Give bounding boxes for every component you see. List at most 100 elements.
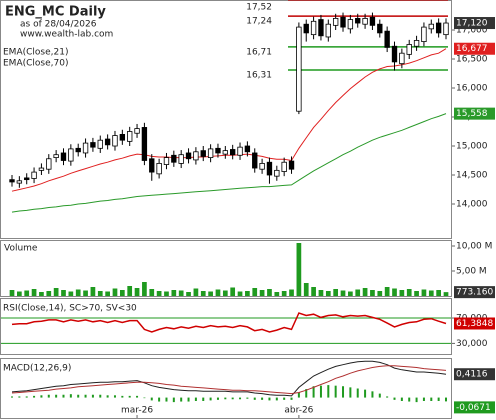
bar: [24, 290, 30, 296]
panel-title: MACD(12,26,9): [3, 364, 71, 374]
value-label: -0,0671: [456, 403, 491, 413]
histogram-bar: [33, 395, 36, 398]
candle-body: [266, 161, 273, 176]
candle-body: [332, 17, 339, 26]
candle-body: [244, 145, 251, 153]
bar: [281, 291, 287, 296]
price-panel: [9, 0, 449, 213]
candle-body: [281, 161, 287, 172]
price-frame: [0, 0, 452, 239]
y-tick-label: 10,00 M: [456, 242, 492, 252]
bar: [112, 288, 118, 296]
bar: [289, 289, 294, 296]
level-label: 17,24: [246, 17, 272, 27]
bar: [200, 291, 206, 296]
histogram-bar: [371, 391, 374, 398]
bar: [17, 291, 22, 296]
value-label: 0,4116: [456, 370, 488, 380]
candle-body: [237, 146, 243, 156]
candle-body: [38, 167, 45, 171]
bar: [156, 291, 162, 296]
histogram-bar: [25, 396, 28, 398]
histogram-bar: [202, 397, 205, 401]
histogram-bar: [231, 397, 234, 400]
histogram-bar: [261, 397, 264, 400]
histogram-bar: [150, 397, 153, 401]
candle-body: [171, 154, 177, 163]
value-label: 773.160: [456, 288, 493, 298]
histogram-bar: [334, 385, 337, 398]
histogram-bar: [172, 397, 175, 403]
bar: [75, 289, 81, 296]
histogram-bar: [11, 396, 13, 398]
panel-title: Volume: [4, 244, 38, 254]
bar: [333, 289, 339, 296]
bar: [222, 290, 228, 296]
candle-body: [310, 20, 317, 36]
candle-body: [222, 150, 229, 155]
histogram-bar: [209, 397, 212, 401]
bar: [406, 289, 412, 296]
bar: [267, 289, 272, 296]
candle-body: [46, 158, 52, 170]
candle-body: [413, 40, 420, 47]
bar: [46, 291, 52, 296]
histogram-bar: [224, 397, 227, 400]
histogram-bar: [40, 395, 43, 398]
y-tick-label: 17,000: [456, 26, 488, 36]
histogram-bar: [84, 394, 87, 398]
candle-body: [296, 26, 302, 112]
bar: [39, 292, 44, 296]
macd-frame: [0, 358, 452, 419]
bar: [421, 289, 427, 296]
bar: [274, 292, 280, 296]
bar: [340, 290, 346, 296]
line: [11, 312, 447, 333]
histogram-bar: [342, 386, 345, 398]
bar: [370, 290, 375, 296]
level-label: 17,52: [246, 3, 272, 13]
histogram-bar: [91, 394, 94, 398]
candle-body: [207, 148, 214, 158]
histogram-bar: [77, 394, 80, 398]
histogram-bar: [121, 395, 124, 398]
bar: [149, 289, 155, 296]
histogram-bar: [356, 388, 359, 398]
x-tick-label: abr-26: [284, 406, 313, 416]
bar: [303, 283, 309, 296]
candle-body: [318, 19, 324, 37]
bar: [83, 290, 88, 296]
bar: [142, 282, 147, 296]
bar: [208, 291, 213, 296]
candle-body: [53, 154, 59, 158]
histogram-bar: [62, 394, 65, 398]
panel-title: RSI(Close,14), SC>70, SV<30: [3, 304, 137, 314]
candle-body: [149, 158, 155, 173]
rsi-frame: [0, 298, 452, 355]
legend-entry: EMA(Close,70): [3, 59, 68, 69]
bar: [414, 291, 419, 296]
candle-body: [229, 149, 236, 156]
candle-body: [90, 142, 96, 148]
candle-body: [178, 154, 184, 164]
histogram-bar: [437, 397, 440, 401]
chart-title: ENG_MC Daily: [5, 5, 106, 20]
candle-body: [274, 169, 280, 177]
histogram-bar: [268, 397, 271, 401]
candle-body: [134, 128, 140, 134]
bar: [105, 291, 110, 296]
bar: [252, 288, 258, 296]
candle-body: [9, 179, 15, 183]
histogram-bar: [312, 386, 315, 398]
bar: [186, 292, 191, 296]
bar: [348, 291, 353, 296]
bar: [119, 290, 125, 296]
candle-body: [340, 16, 346, 28]
histogram-bar: [430, 397, 433, 401]
histogram-bar: [143, 397, 146, 399]
y-tick-label: 5,00 M: [456, 267, 487, 277]
histogram-bar: [158, 397, 161, 402]
candle-body: [163, 157, 170, 165]
histogram-bar: [290, 397, 293, 400]
